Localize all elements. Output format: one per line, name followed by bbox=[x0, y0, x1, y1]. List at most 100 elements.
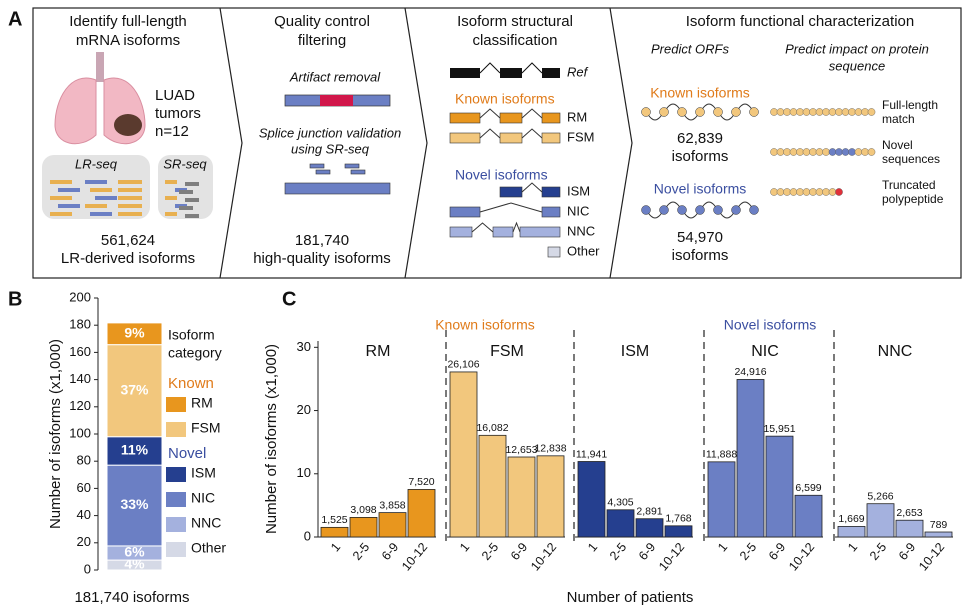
read bbox=[185, 182, 199, 186]
read bbox=[90, 212, 112, 216]
read bbox=[50, 180, 72, 184]
x-tick-label: 1 bbox=[328, 540, 343, 554]
exon bbox=[449, 112, 481, 124]
step-title: mRNA isoforms bbox=[76, 32, 180, 49]
intron bbox=[479, 202, 543, 213]
segment-label: 6% bbox=[124, 544, 145, 560]
residue bbox=[770, 148, 778, 156]
residue bbox=[809, 108, 817, 116]
value-label: 3,858 bbox=[379, 499, 405, 511]
read bbox=[185, 198, 199, 202]
legend-label: Other bbox=[191, 540, 226, 556]
residue bbox=[828, 188, 837, 196]
residue bbox=[867, 148, 876, 156]
y-tick-label: 80 bbox=[77, 453, 91, 468]
class-label: NIC bbox=[567, 203, 589, 218]
residue bbox=[822, 108, 830, 116]
bar-segment bbox=[106, 322, 163, 346]
read bbox=[85, 204, 107, 208]
step-count: 561,624 bbox=[101, 232, 155, 249]
residue bbox=[854, 108, 863, 116]
read bbox=[50, 212, 72, 216]
residue bbox=[783, 188, 791, 196]
value-label: 1,768 bbox=[665, 513, 691, 525]
residue bbox=[835, 188, 843, 196]
value-label: 11,941 bbox=[576, 448, 607, 460]
isoform-structures: RM FSM ISM NIC NNC Other bbox=[449, 108, 600, 258]
x-tick-label: 1 bbox=[457, 540, 472, 554]
residue bbox=[641, 205, 651, 215]
read bbox=[165, 212, 177, 216]
residue bbox=[815, 148, 824, 156]
qc-step: Splice junction validation bbox=[259, 125, 401, 140]
group-heading: Novel isoforms bbox=[455, 167, 548, 183]
value-label: 789 bbox=[930, 519, 948, 531]
outcome-label: sequences bbox=[882, 152, 940, 166]
legend-title: category bbox=[168, 345, 222, 361]
residue bbox=[802, 188, 811, 196]
residue bbox=[776, 108, 785, 116]
residue bbox=[789, 188, 798, 196]
intron bbox=[512, 221, 521, 233]
artifact-region bbox=[320, 95, 353, 106]
sr-seq-box bbox=[158, 155, 213, 219]
subheading: sequence bbox=[829, 58, 885, 73]
residue bbox=[822, 188, 830, 196]
step-divider bbox=[219, 7, 243, 279]
group-heading: Novel isoforms bbox=[654, 181, 747, 197]
exon bbox=[499, 112, 523, 124]
read bbox=[179, 206, 193, 210]
legend-swatch bbox=[166, 467, 186, 482]
outcome-label: Novel bbox=[882, 138, 913, 152]
residue bbox=[677, 205, 687, 215]
exon bbox=[449, 206, 481, 218]
legend-title: Isoform bbox=[168, 327, 215, 343]
step-count-label: LR-derived isoforms bbox=[61, 250, 195, 267]
value-label: 4,305 bbox=[607, 497, 633, 509]
protein-icons bbox=[641, 103, 876, 219]
residue bbox=[783, 148, 791, 156]
residue bbox=[783, 108, 791, 116]
panel-label: C bbox=[282, 288, 296, 310]
method-label: LR-seq bbox=[75, 156, 118, 171]
segment-label: 11% bbox=[121, 442, 149, 458]
cohort-text: tumors bbox=[155, 105, 201, 122]
step-count: 181,740 bbox=[295, 232, 349, 249]
residue bbox=[695, 107, 705, 117]
residue bbox=[828, 108, 837, 116]
segment-label: 33% bbox=[120, 496, 149, 512]
read bbox=[179, 190, 193, 194]
y-tick-label: 0 bbox=[84, 561, 91, 576]
y-axis-title: Number of isoforms (x1,000) bbox=[263, 344, 280, 534]
method-label: SR-seq bbox=[163, 156, 207, 171]
bar-segment bbox=[106, 436, 163, 466]
bar bbox=[866, 503, 895, 538]
read bbox=[165, 196, 177, 200]
residue bbox=[659, 107, 669, 117]
outcome-label: Full-length bbox=[882, 98, 938, 112]
value-label: 7,520 bbox=[408, 476, 434, 488]
legend-label: NIC bbox=[191, 490, 215, 506]
residue bbox=[749, 107, 759, 117]
legend-group: Known bbox=[168, 375, 214, 392]
panel-label: B bbox=[8, 288, 22, 310]
cohort-text: n=12 bbox=[155, 123, 189, 140]
residue bbox=[641, 107, 651, 117]
bar-segment bbox=[106, 464, 163, 547]
legend-swatch bbox=[166, 517, 186, 532]
residue bbox=[815, 188, 824, 196]
y-tick-label: 20 bbox=[297, 402, 311, 417]
x-tick-label: 6-9 bbox=[766, 540, 788, 563]
intron bbox=[479, 108, 501, 119]
intron bbox=[471, 222, 494, 233]
ref-structure bbox=[450, 62, 560, 78]
legend-swatch bbox=[166, 422, 186, 437]
read bbox=[118, 212, 142, 216]
x-tick-label: 10-12 bbox=[786, 540, 817, 574]
residue bbox=[841, 148, 850, 156]
x-tick-label: 6-9 bbox=[379, 540, 401, 563]
outcome-label: polypeptide bbox=[882, 192, 944, 206]
facet-title: RM bbox=[366, 343, 391, 360]
read bbox=[50, 196, 72, 200]
